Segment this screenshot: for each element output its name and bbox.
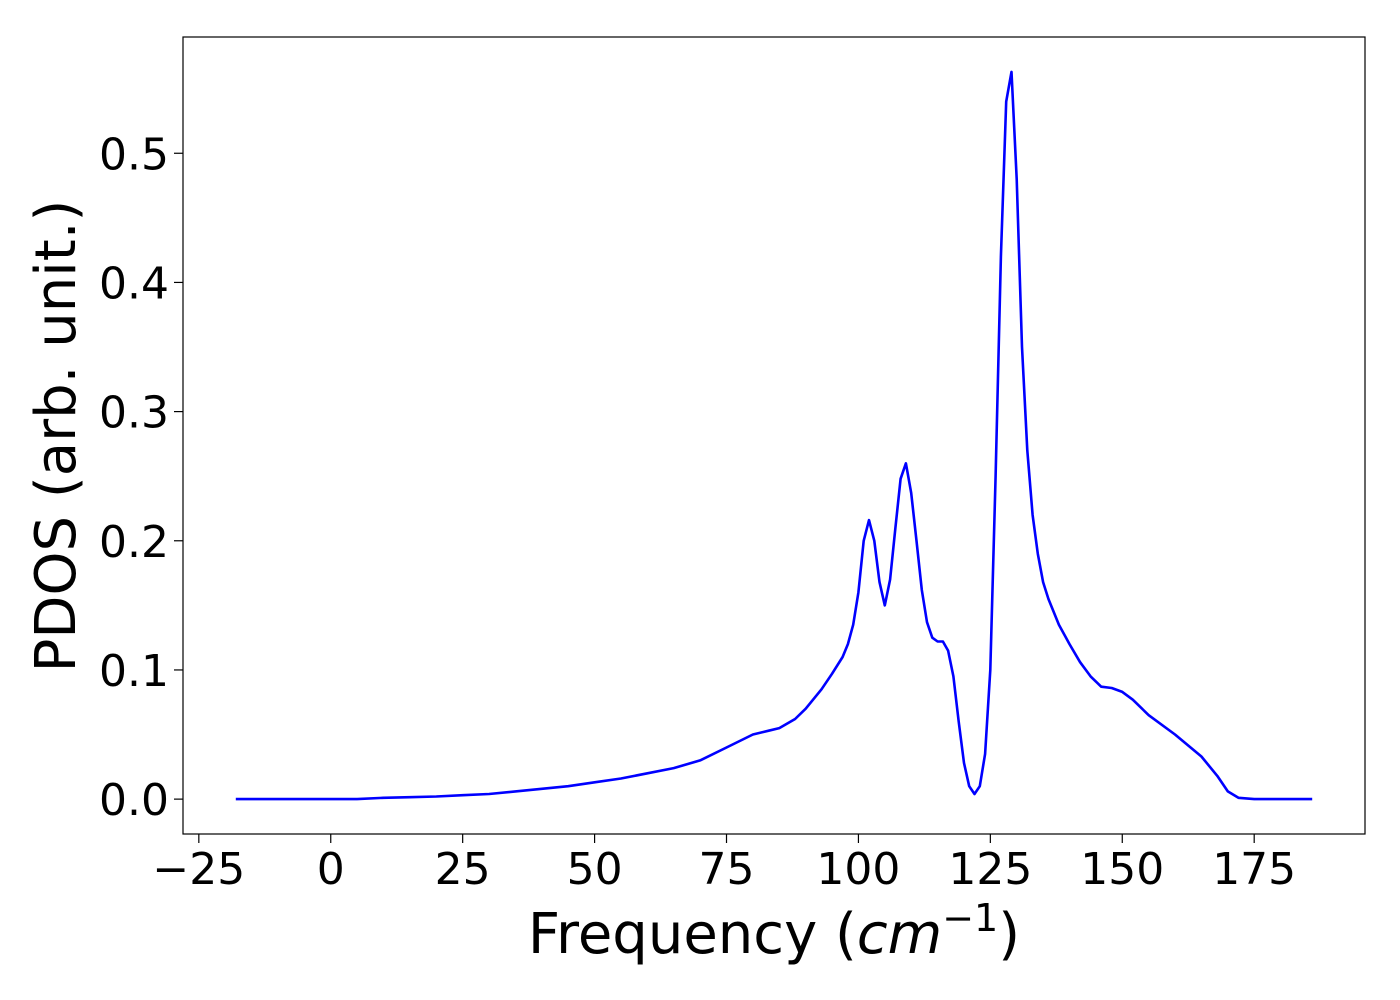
y-tick-label: 0.1 (99, 646, 169, 697)
x-axis-ticks: −25 0 25 50 75 100 125 150 175 (152, 834, 1296, 895)
y-tick-label: 0.2 (99, 517, 169, 568)
plot-frame (182, 36, 1366, 835)
x-tick-label: 125 (948, 844, 1032, 895)
x-tick-label: 175 (1212, 844, 1296, 895)
y-axis-ticks: 0.0 0.1 0.2 0.3 0.4 0.5 (99, 129, 183, 826)
x-tick-label: 25 (435, 844, 491, 895)
x-tick-label: 50 (567, 844, 623, 895)
x-tick-label: 75 (699, 844, 755, 895)
x-tick-label: −25 (152, 844, 245, 895)
series-line (235, 70, 1313, 801)
x-tick-label: 0 (317, 844, 345, 895)
y-tick-label: 0.0 (99, 775, 169, 826)
y-tick-label: 0.3 (99, 388, 169, 439)
y-tick-label: 0.5 (99, 129, 169, 180)
x-axis-label: Frequency (cm−1) (528, 896, 1020, 967)
y-axis-label: PDOS (arb. unit.) (24, 200, 89, 673)
y-tick-label: 0.4 (99, 258, 169, 309)
x-tick-label: 150 (1080, 844, 1164, 895)
x-tick-label: 100 (816, 844, 900, 895)
